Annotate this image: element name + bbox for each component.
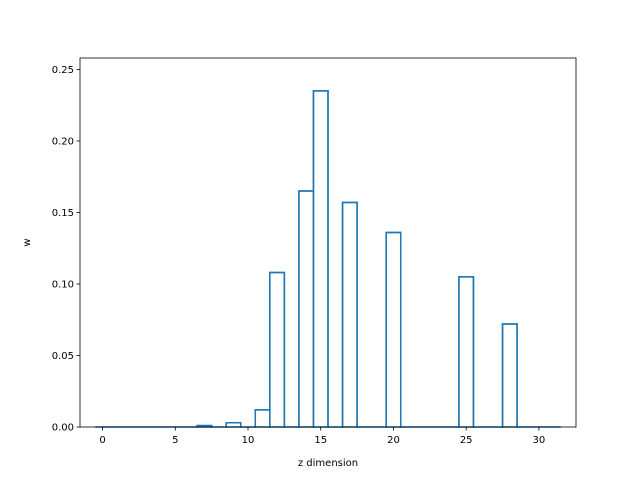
- x-tick-label: 25: [460, 435, 473, 446]
- y-tick-label: 0.15: [52, 208, 74, 219]
- y-tick-label: 0.00: [52, 423, 74, 434]
- x-tick-label: 30: [533, 435, 546, 446]
- y-axis: 0.00 0.05 0.10 0.15 0.20 0.25: [52, 65, 80, 434]
- y-tick-label: 0.25: [52, 65, 74, 76]
- y-tick-label: 0.20: [52, 136, 74, 147]
- y-tick-label: 0.05: [52, 351, 74, 362]
- y-axis-label: w: [22, 238, 33, 246]
- axes-frame: [79, 57, 577, 428]
- y-tick-label: 0.10: [52, 279, 74, 290]
- x-axis-label: z dimension: [298, 458, 358, 469]
- x-tick-label: 10: [242, 435, 255, 446]
- x-tick-label: 5: [172, 435, 178, 446]
- x-tick-label: 20: [387, 435, 400, 446]
- x-tick-label: 0: [99, 435, 105, 446]
- x-tick-label: 15: [314, 435, 327, 446]
- x-axis: 0 5 10 15 20 25 30: [99, 427, 545, 446]
